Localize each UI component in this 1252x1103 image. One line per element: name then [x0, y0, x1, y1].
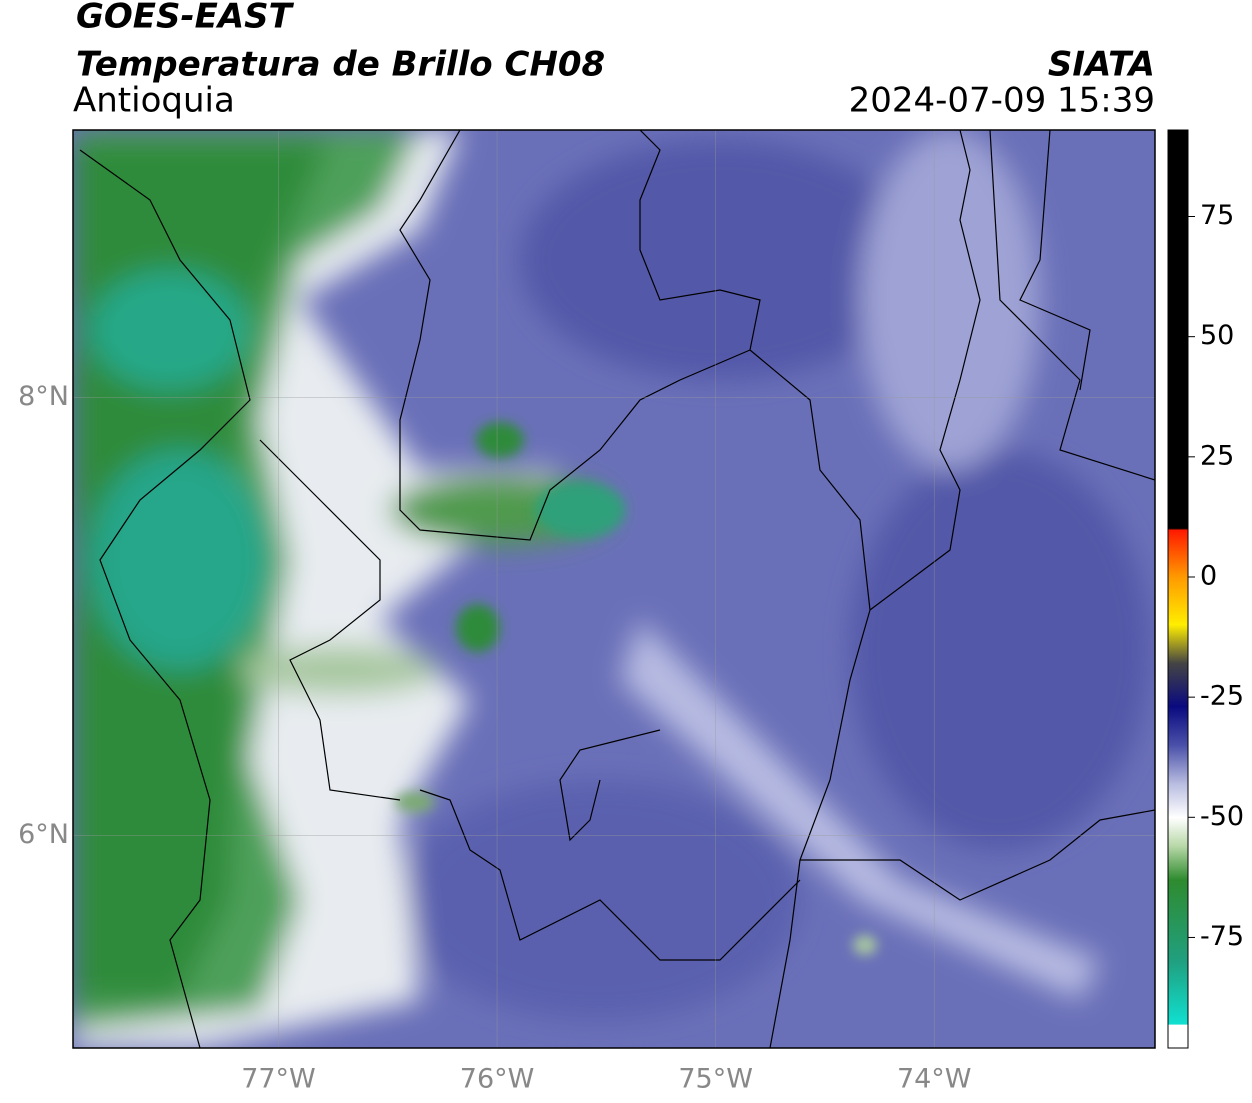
y-tick-label: 6°N: [18, 819, 69, 850]
x-tick-label: 76°W: [460, 1064, 535, 1095]
colorbar-tick-label: -25: [1200, 681, 1244, 712]
source: SIATA: [1048, 45, 1155, 85]
colorbar-tick-label: 50: [1200, 320, 1234, 351]
graticule: [73, 130, 1155, 1048]
x-tick-label: 74°W: [897, 1064, 972, 1095]
colorbar: [1167, 129, 1189, 1049]
colorbar-tick-label: -75: [1200, 921, 1244, 952]
colorbar-tick-label: 75: [1200, 200, 1234, 231]
colorbar-tick-label: 0: [1200, 560, 1217, 591]
datetime: 2024-07-09 15:39: [849, 81, 1155, 121]
x-tick-label: 77°W: [241, 1064, 316, 1095]
region: Antioquia: [73, 81, 235, 121]
satellite-image: [73, 130, 1155, 1048]
map-frame: [72, 129, 1156, 1049]
title: GOES-EAST: [76, 0, 295, 37]
boundaries: [79, 130, 1155, 1048]
subtitle: Temperatura de Brillo CH08: [76, 45, 605, 85]
colorbar-tick-label: 25: [1200, 440, 1234, 471]
y-tick-label: 8°N: [18, 381, 69, 412]
colorbar-tick-label: -50: [1200, 801, 1244, 832]
x-tick-label: 75°W: [678, 1064, 753, 1095]
